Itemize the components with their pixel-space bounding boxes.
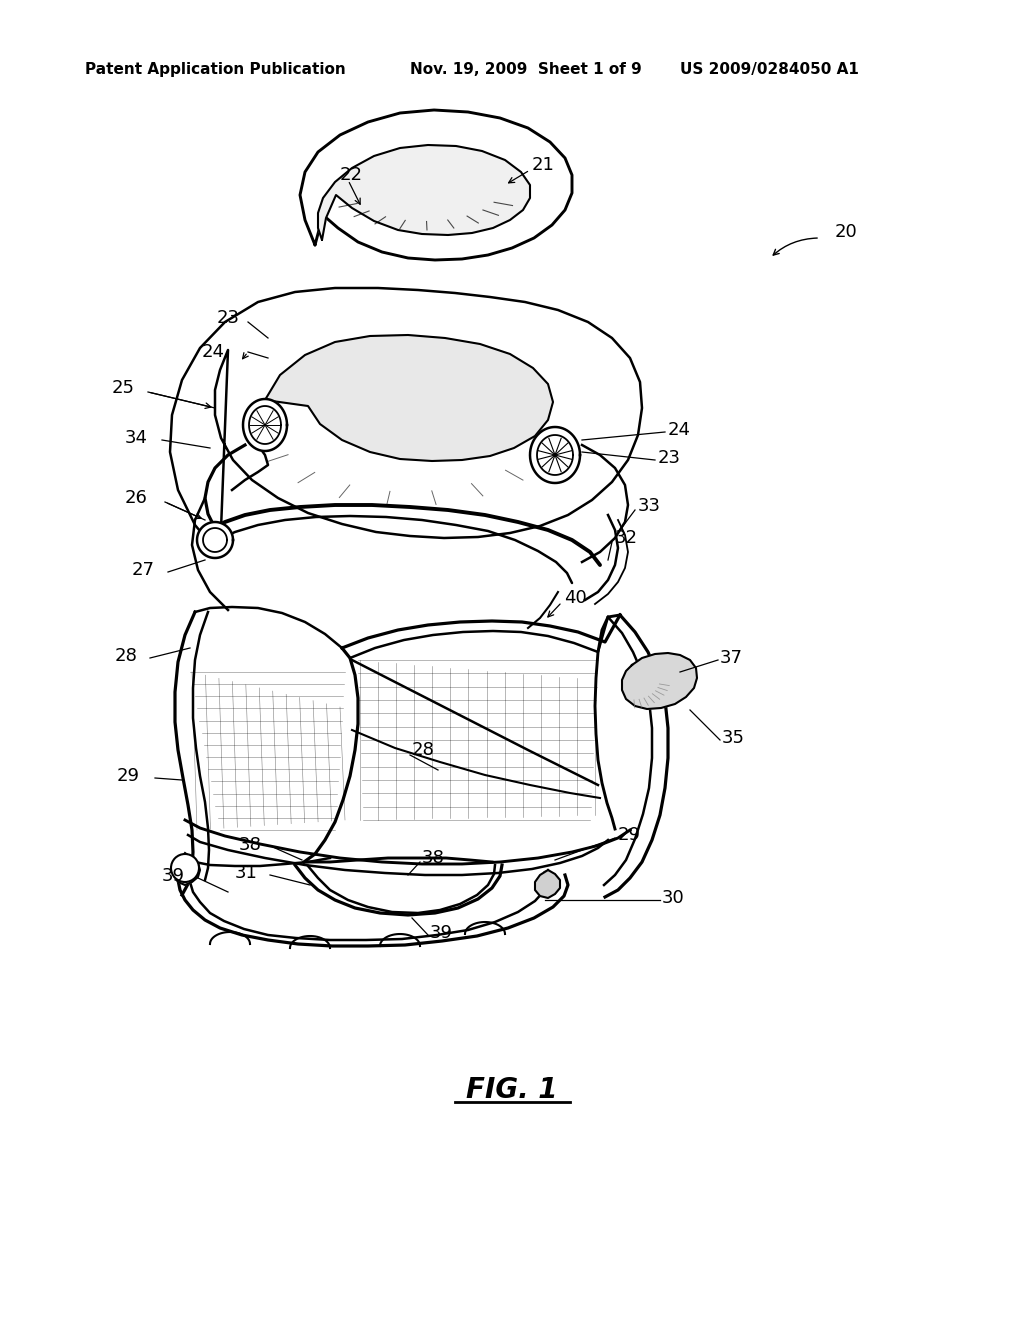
Text: FIG. 1: FIG. 1	[466, 1076, 558, 1104]
Text: 23: 23	[217, 309, 240, 327]
Text: 23: 23	[658, 449, 681, 467]
Text: US 2009/0284050 A1: US 2009/0284050 A1	[680, 62, 859, 77]
Text: 40: 40	[564, 589, 587, 607]
Text: Patent Application Publication: Patent Application Publication	[85, 62, 346, 77]
Text: 28: 28	[412, 741, 435, 759]
Polygon shape	[318, 145, 530, 240]
Text: 21: 21	[532, 156, 555, 174]
Text: Nov. 19, 2009  Sheet 1 of 9: Nov. 19, 2009 Sheet 1 of 9	[410, 62, 642, 77]
Polygon shape	[170, 288, 642, 554]
Text: 37: 37	[720, 649, 743, 667]
Text: 29: 29	[618, 826, 641, 843]
Text: 28: 28	[115, 647, 138, 665]
Text: 26: 26	[125, 488, 148, 507]
Text: 33: 33	[638, 498, 662, 515]
Polygon shape	[535, 870, 560, 898]
Text: 35: 35	[722, 729, 745, 747]
Text: 25: 25	[112, 379, 135, 397]
Polygon shape	[174, 853, 200, 884]
Text: 32: 32	[615, 529, 638, 546]
Text: 22: 22	[340, 166, 362, 183]
Text: 24: 24	[202, 343, 225, 360]
Text: 34: 34	[125, 429, 148, 447]
Polygon shape	[197, 521, 233, 558]
Text: 31: 31	[236, 865, 258, 882]
Polygon shape	[265, 335, 553, 461]
Polygon shape	[300, 110, 572, 260]
Text: 27: 27	[132, 561, 155, 579]
Text: 24: 24	[668, 421, 691, 440]
Text: 39: 39	[162, 867, 185, 884]
Text: 38: 38	[240, 836, 262, 854]
Polygon shape	[530, 426, 580, 483]
Circle shape	[171, 854, 199, 882]
Text: 29: 29	[117, 767, 140, 785]
Polygon shape	[243, 399, 287, 451]
Polygon shape	[622, 653, 697, 709]
Text: 30: 30	[662, 888, 685, 907]
Text: 38: 38	[422, 849, 444, 867]
Text: 20: 20	[835, 223, 858, 242]
Text: 39: 39	[430, 924, 453, 942]
